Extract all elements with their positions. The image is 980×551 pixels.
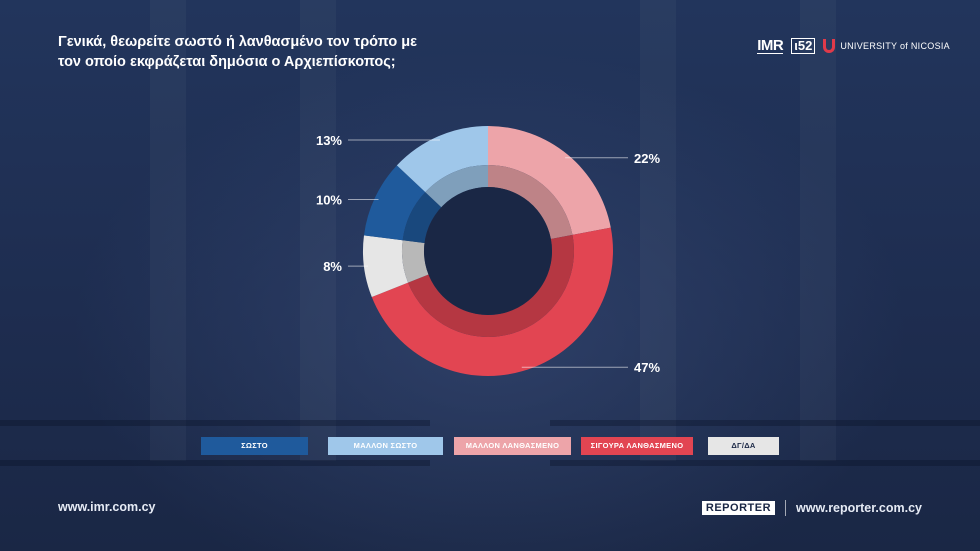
donut-slices [363,126,613,376]
donut-slice-outer [363,165,426,241]
imr-website[interactable]: www.imr.com.cy [58,500,156,514]
legend-item: ΔΓ/ΔΑ [708,437,779,455]
legend-item: ΣΙΓΟΥΡΑ ΛΑΝΘΑΣΜΕΝΟ [581,437,693,455]
donut-slice-inner [488,165,573,240]
leader-lines [347,139,628,368]
data-label: 22% [634,151,660,166]
imr-logo: IMR [757,36,784,54]
reporter-website[interactable]: www.reporter.com.cy [796,501,922,515]
donut-hole [424,187,552,315]
data-label: 13% [316,133,342,148]
data-label: 47% [634,360,660,375]
footer-right: REPORTER www.reporter.com.cy [701,500,922,516]
legend-item: ΣΩΣΤΟ [201,437,308,455]
chart-legend: ΣΩΣΤΟ ΜΑΛΛΟΝ ΣΩΣΤΟ ΜΑΛΛΟΝ ΛΑΝΘΑΣΜΕΝΟ ΣΙΓΟΥΡ… [0,437,980,455]
data-labels: 22% 47% 8% 10% 13% [316,133,660,375]
legend-item: ΜΑΛΛΟΝ ΛΑΝΘΑΣΜΕΝΟ [454,437,571,455]
donut-slice-outer [488,126,611,235]
partner-logo: ι52 [791,38,816,54]
legend-item: ΜΑΛΛΟΝ ΣΩΣΤΟ [328,437,443,455]
unic-mark-icon [823,39,836,53]
donut-slice-inner [408,234,574,337]
donut-slice-outer [396,126,488,193]
unic-logo-text: UNIVERSITY of NICOSIA [840,41,950,51]
donut-slice-inner [425,165,488,208]
chart-title: Γενικά, θεωρείτε σωστό ή λανθασμένο τον … [58,34,417,70]
donut-slice-outer [371,227,613,376]
data-label: 8% [323,259,342,274]
reporter-logo: REPORTER [701,501,776,515]
donut-slice-inner [402,240,429,283]
background-pew [550,460,980,466]
background-pew [0,420,430,426]
header-logos: IMR ι52 UNIVERSITY of NICOSIA [757,38,950,54]
data-label: 10% [316,192,342,207]
unic-logo: UNIVERSITY of NICOSIA [823,39,950,53]
donut-slice-inner [402,192,442,243]
donut-slice-outer [363,235,409,298]
background-pew [550,420,980,426]
background-pew [0,460,430,466]
footer-divider [785,500,787,516]
